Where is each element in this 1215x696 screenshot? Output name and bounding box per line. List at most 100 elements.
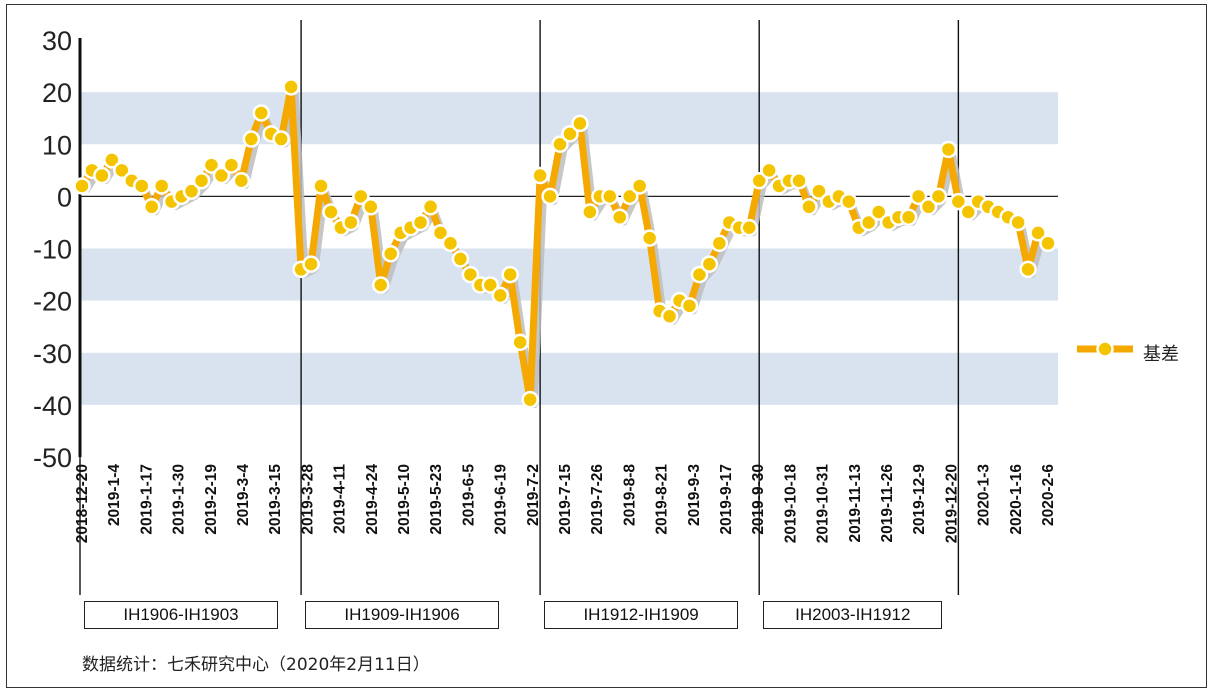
x-tick-label: 2019-6-5	[460, 464, 477, 526]
data-point	[302, 255, 320, 273]
data-point	[939, 140, 958, 159]
y-tick-label: -40	[33, 391, 72, 421]
grid-band-1	[80, 248, 1058, 301]
x-tick-label: 2019-5-23	[428, 464, 445, 535]
x-tick-label: 2019-12-9	[911, 464, 928, 535]
x-tick-label: 2018-12-20	[74, 464, 91, 543]
x-tick-label: 2019-4-24	[364, 464, 381, 535]
x-axis: 2018-12-20 2019-1-4 2019-1-17 2019-1-30 2019…	[74, 464, 1057, 544]
y-tick-label: -20	[33, 287, 72, 317]
data-point	[222, 156, 241, 174]
data-point	[103, 151, 121, 169]
series-layer	[73, 78, 1057, 409]
x-tick-label: 2019-10-31	[815, 464, 832, 544]
x-tick-label: 2019-1-17	[138, 464, 155, 535]
data-point	[571, 114, 589, 133]
contract-period-label: IH1906-IH1903	[84, 601, 278, 629]
grid-band-2	[80, 352, 1058, 405]
data-point	[202, 156, 221, 174]
data-point	[362, 198, 380, 216]
data-point	[750, 171, 768, 190]
data-point	[501, 265, 519, 284]
x-tick-label: 2019-2-19	[203, 464, 220, 535]
data-point	[481, 276, 500, 294]
x-tick-label: 2019-8-8	[621, 464, 638, 526]
x-tick-label: 2019-4-11	[332, 464, 349, 534]
data-point	[252, 104, 271, 122]
data-point	[182, 182, 201, 200]
data-point	[611, 208, 629, 226]
data-point	[740, 218, 758, 237]
y-tick-label: -50	[33, 443, 72, 473]
data-point	[800, 198, 818, 216]
legend	[1077, 340, 1133, 358]
data-point	[1039, 234, 1057, 253]
data-point	[152, 177, 171, 195]
x-tick-label: 2019-9-17	[718, 464, 735, 535]
x-tick-label: 2019-6-19	[493, 464, 510, 535]
data-point	[959, 203, 978, 221]
data-point	[282, 78, 300, 96]
data-point	[660, 307, 679, 326]
data-point	[690, 265, 709, 284]
contract-period-label: IH1909-IH1906	[305, 601, 500, 629]
y-tick-label: -10	[33, 235, 72, 265]
data-point	[511, 333, 529, 352]
y-tick-label: 0	[57, 182, 72, 212]
data-point	[312, 177, 330, 195]
data-source-footer: 数据统计：七禾研究中心（2020年2月11日）	[82, 655, 430, 675]
contract-period-label: IH2003-IH1912	[763, 601, 943, 629]
data-point	[899, 208, 918, 226]
x-tick-label: 2019-7-26	[589, 464, 606, 535]
data-point	[710, 234, 729, 253]
data-point	[461, 265, 480, 284]
x-tick-label: 2019-7-2	[525, 464, 542, 526]
data-point	[192, 171, 211, 190]
y-tick-label: 20	[42, 78, 72, 108]
x-tick-label: 2019-3-4	[235, 464, 252, 526]
data-point	[352, 187, 370, 206]
data-point	[909, 187, 928, 206]
data-point	[521, 390, 539, 409]
data-point	[73, 177, 91, 195]
x-tick-label: 2019-11-26	[879, 464, 896, 543]
data-point	[431, 224, 450, 242]
legend-label: 基差	[1143, 344, 1179, 365]
x-tick-label: 2019-5-10	[396, 464, 413, 535]
contract-period-label: IH1912-IH1909	[544, 601, 739, 629]
data-point	[93, 166, 111, 185]
x-tick-label: 2019-1-4	[106, 464, 123, 526]
data-point	[561, 125, 579, 143]
x-tick-label: 2019-10-18	[782, 464, 799, 544]
x-tick-label: 2019-8-21	[654, 464, 671, 535]
data-point	[491, 286, 510, 305]
data-point	[949, 192, 968, 211]
data-point	[640, 229, 659, 247]
data-point	[810, 182, 828, 200]
data-point	[1009, 213, 1027, 232]
data-point	[451, 250, 470, 268]
data-point	[1029, 224, 1047, 242]
data-point	[760, 161, 778, 180]
chart-frame	[6, 4, 1207, 688]
x-tick-label: 2019-11-13	[847, 464, 864, 543]
x-tick-label: 2019-3-28	[299, 464, 316, 535]
x-tick-label: 2020-1-3	[976, 464, 993, 526]
data-point	[1019, 260, 1037, 279]
x-tick-label: 2019-9-3	[686, 464, 703, 526]
data-point	[620, 187, 639, 206]
data-point	[441, 234, 460, 253]
data-point	[869, 203, 888, 221]
data-point	[421, 198, 440, 216]
data-point	[700, 255, 719, 273]
data-point	[551, 135, 569, 153]
data-point	[859, 213, 878, 232]
legend-swatch-marker	[1096, 340, 1114, 358]
data-point	[919, 198, 938, 216]
data-point	[790, 171, 808, 190]
data-point	[212, 166, 231, 185]
data-point	[680, 297, 699, 315]
x-tick-label: 2019-12-20	[943, 464, 960, 543]
data-point	[381, 244, 400, 263]
